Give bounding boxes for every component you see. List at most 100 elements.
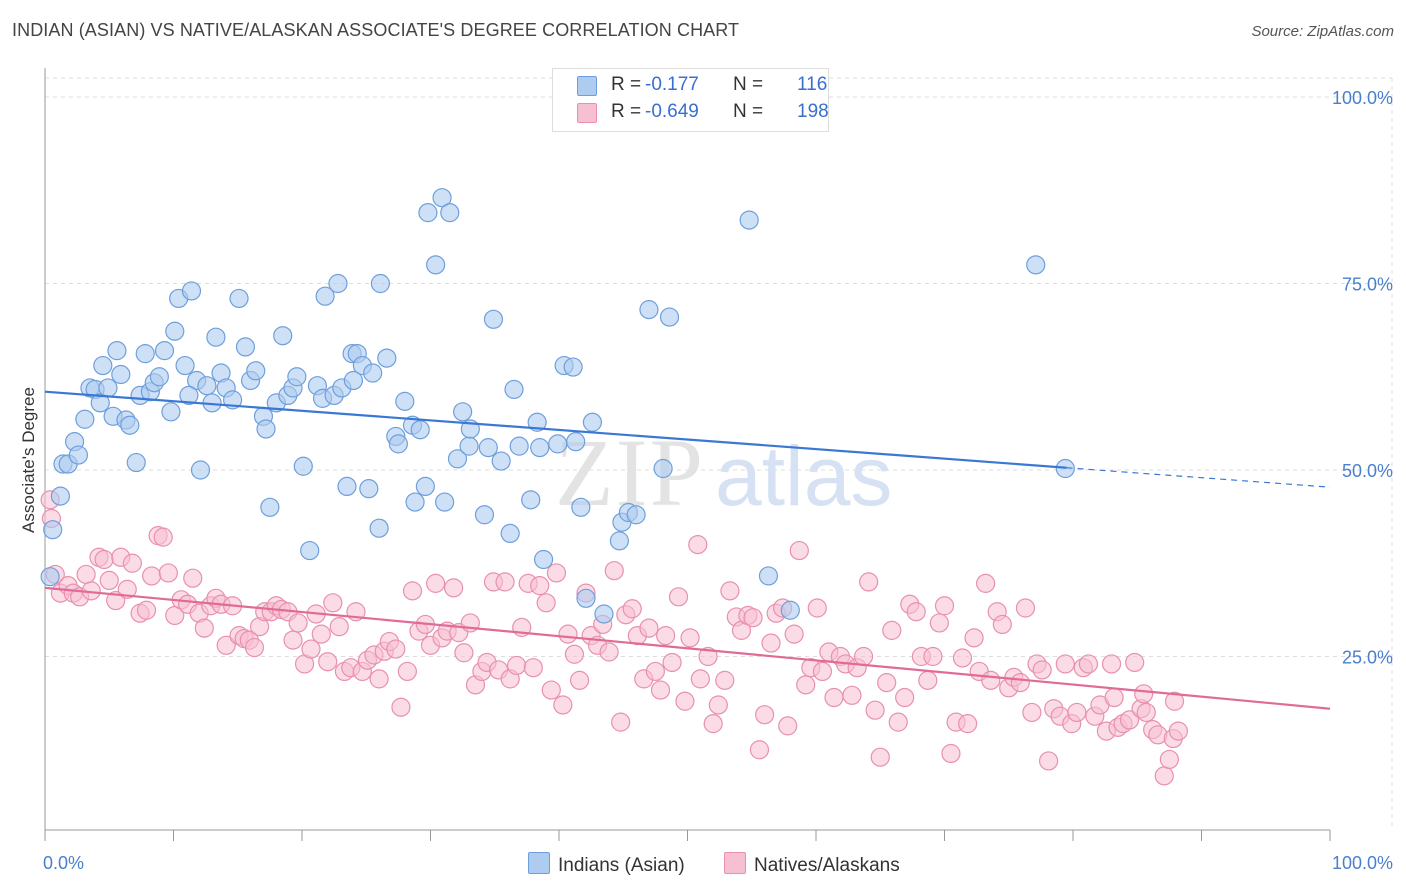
indian-point bbox=[395, 391, 415, 411]
native-point bbox=[536, 593, 556, 613]
native-point bbox=[1125, 652, 1145, 673]
indian-point bbox=[415, 476, 435, 497]
indian-point bbox=[235, 337, 256, 357]
indian-point bbox=[197, 376, 217, 396]
indian-point bbox=[758, 566, 779, 586]
native-point bbox=[495, 572, 515, 592]
native-point bbox=[882, 620, 902, 640]
indian-point bbox=[405, 492, 425, 512]
indian-point bbox=[418, 203, 438, 223]
indian-point bbox=[256, 419, 276, 439]
indian-point bbox=[504, 379, 524, 400]
indian-point bbox=[388, 434, 408, 454]
indian-point bbox=[359, 479, 379, 499]
legend-n-label: N = bbox=[733, 101, 764, 122]
native-point bbox=[690, 669, 710, 689]
indian-point bbox=[43, 520, 63, 540]
legend-n-label: N = bbox=[733, 74, 764, 95]
indian-point bbox=[246, 361, 266, 381]
stats-legend: R = -0.177 N = 116 R = -0.649 N = 198 bbox=[552, 68, 829, 132]
indian-point bbox=[639, 300, 659, 320]
indian-point bbox=[154, 341, 175, 361]
native-point bbox=[1119, 710, 1140, 730]
indian-point bbox=[1026, 255, 1046, 275]
native-point bbox=[906, 602, 926, 622]
trend-lines bbox=[44, 390, 1331, 710]
indian-point bbox=[548, 434, 568, 454]
native-point bbox=[318, 652, 338, 672]
native-point bbox=[1136, 702, 1156, 723]
native-point bbox=[454, 643, 474, 663]
native-point bbox=[958, 714, 978, 734]
native-point bbox=[952, 648, 973, 668]
native-point bbox=[668, 587, 689, 607]
native-point bbox=[329, 617, 349, 637]
native-point bbox=[888, 712, 908, 732]
y-tick-label: 50.0% bbox=[1342, 461, 1393, 481]
legend-n-value: 116 bbox=[797, 74, 828, 95]
indian-point bbox=[181, 281, 202, 301]
native-point bbox=[824, 687, 844, 708]
native-point bbox=[964, 628, 984, 648]
indian-point bbox=[594, 604, 614, 624]
indian-point bbox=[609, 531, 629, 551]
indian-point bbox=[315, 286, 335, 306]
legend-r-label: R = bbox=[611, 101, 642, 122]
indian-point bbox=[478, 438, 498, 458]
native-point bbox=[934, 596, 955, 616]
native-point bbox=[807, 598, 827, 618]
indian-point bbox=[287, 367, 307, 387]
native-point bbox=[870, 747, 890, 767]
y-tick-label: 75.0% bbox=[1342, 275, 1393, 295]
native-point bbox=[688, 534, 708, 555]
indian-point bbox=[343, 370, 363, 391]
native-point bbox=[853, 646, 874, 667]
native-point bbox=[715, 670, 735, 690]
native-point bbox=[506, 655, 527, 676]
native-point bbox=[895, 687, 915, 708]
native-point bbox=[426, 573, 446, 593]
indian-point bbox=[447, 449, 468, 469]
native-point bbox=[99, 570, 119, 591]
indian-point bbox=[75, 409, 95, 429]
native-point bbox=[216, 635, 236, 655]
native-point bbox=[604, 561, 624, 581]
native-point bbox=[288, 613, 308, 633]
native-point bbox=[812, 661, 833, 682]
bottom-legend-label: Natives/Alaskans bbox=[754, 855, 900, 876]
indian-point bbox=[68, 445, 89, 465]
native-point bbox=[1101, 654, 1122, 674]
indian-point bbox=[179, 385, 199, 405]
natives-points bbox=[40, 490, 1188, 786]
native-point bbox=[183, 568, 203, 588]
indian-point bbox=[410, 420, 430, 440]
y-tick-label: 25.0% bbox=[1342, 648, 1393, 668]
indian-point bbox=[571, 497, 591, 517]
indian-point bbox=[474, 505, 495, 525]
watermark: ZIP atlas bbox=[555, 419, 892, 526]
native-point bbox=[923, 646, 943, 667]
legend-r-value: -0.177 bbox=[645, 74, 699, 95]
y-tick-label: 100.0% bbox=[1332, 88, 1393, 108]
native-point bbox=[530, 576, 550, 596]
native-point bbox=[569, 670, 590, 690]
indian-point bbox=[107, 341, 127, 361]
native-point bbox=[611, 712, 631, 732]
native-point bbox=[523, 658, 543, 678]
native-point bbox=[877, 673, 897, 693]
indian-point bbox=[149, 367, 169, 387]
native-point bbox=[662, 652, 682, 673]
native-point bbox=[402, 581, 423, 601]
indian-point bbox=[328, 273, 348, 294]
bottom-legend-natives: Natives/Alaskans bbox=[724, 852, 900, 877]
native-point bbox=[703, 714, 723, 734]
indians-trend-line bbox=[44, 390, 1067, 469]
legend-r-label: R = bbox=[611, 74, 642, 95]
native-point bbox=[153, 527, 173, 547]
indian-point bbox=[566, 432, 586, 452]
native-point bbox=[386, 639, 406, 659]
indian-point bbox=[90, 393, 110, 413]
native-point bbox=[650, 680, 671, 700]
indian-point bbox=[260, 497, 280, 517]
